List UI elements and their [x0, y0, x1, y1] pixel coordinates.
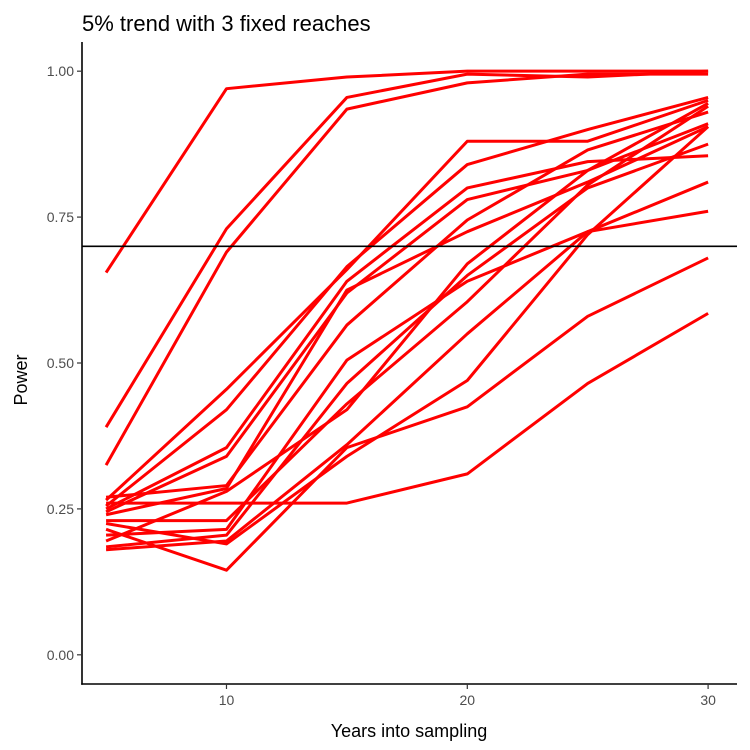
series-line-16: [105, 125, 710, 546]
series-line-15: [105, 180, 709, 552]
series-line-10: [106, 312, 709, 505]
series-line-17: [105, 256, 709, 572]
series-line-5: [105, 96, 709, 508]
series-line-13: [105, 122, 709, 543]
axes: 0.00 0.25 0.50 0.75 1.00 10 20 30: [47, 42, 737, 708]
x-tick-label: 30: [700, 692, 716, 708]
x-tick-label: 10: [219, 692, 235, 708]
series-line-14: [105, 142, 709, 549]
chart-title: 5% trend with 3 fixed reaches: [82, 11, 371, 36]
y-tick-label: 0.75: [47, 209, 74, 225]
series-line-3: [104, 72, 709, 466]
y-tick-label: 1.00: [47, 63, 74, 79]
x-tick-label: 20: [460, 692, 476, 708]
y-tick-label: 0.25: [47, 501, 74, 517]
y-axis-title: Power: [11, 354, 31, 405]
y-tick-label: 0.00: [47, 647, 74, 663]
y-tick-label: 0.50: [47, 355, 74, 371]
x-axis-title: Years into sampling: [331, 721, 487, 741]
series-line-11: [106, 104, 709, 523]
series-line-2: [104, 69, 709, 428]
series-line-12: [106, 209, 709, 537]
series-line-1: [104, 69, 709, 274]
series-line-8: [105, 110, 709, 499]
series-line-4: [105, 98, 709, 502]
plot-area: [82, 69, 737, 572]
